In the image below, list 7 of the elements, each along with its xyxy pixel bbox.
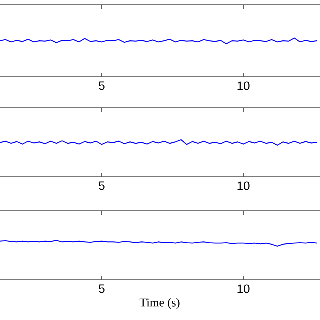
x-tick-label: 5 [99, 82, 105, 90]
x-axis-title: Time (s) [140, 298, 180, 310]
x-tick-label: 5 [99, 182, 105, 190]
x-tick-label: 10 [238, 82, 250, 90]
x-tick-label: 10 [238, 284, 250, 294]
x-tick-label: 10 [238, 182, 250, 190]
x-tick-label: 5 [99, 284, 105, 294]
